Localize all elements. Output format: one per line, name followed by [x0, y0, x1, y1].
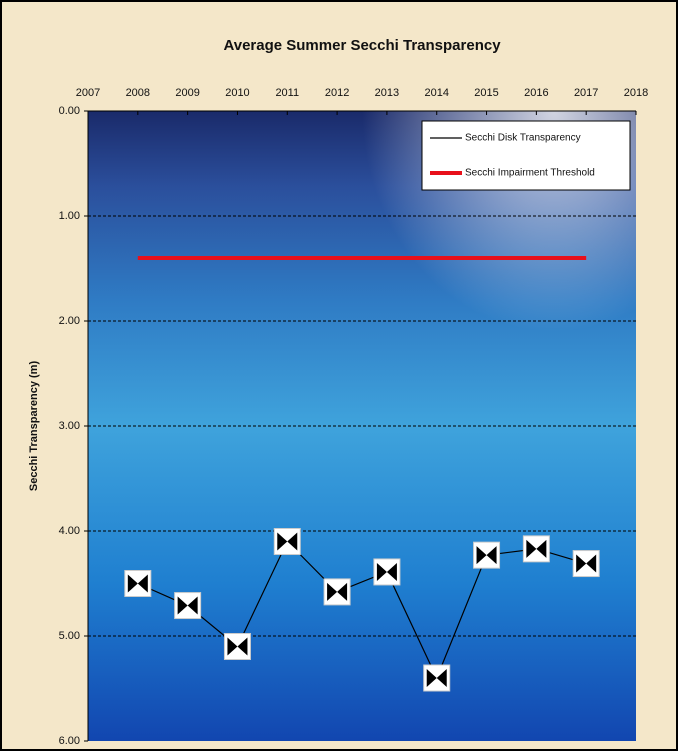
y-tick-label: 6.00 [59, 735, 80, 747]
x-tick-label: 2008 [126, 87, 150, 99]
x-tick-label: 2017 [574, 87, 598, 99]
x-tick-label: 2012 [325, 87, 349, 99]
chart-title: Average Summer Secchi Transparency [223, 37, 501, 54]
y-tick-label: 0.00 [59, 105, 80, 117]
x-tick-label: 2010 [225, 87, 249, 99]
marker [327, 582, 348, 601]
y-tick-label: 2.00 [59, 315, 80, 327]
marker [476, 546, 497, 565]
marker [576, 554, 597, 573]
marker [127, 574, 148, 593]
y-tick-label: 5.00 [59, 630, 80, 642]
x-tick-label: 2011 [275, 87, 299, 99]
y-tick-label: 3.00 [59, 420, 80, 432]
legend-label: Secchi Impairment Threshold [465, 168, 595, 179]
marker [426, 669, 447, 687]
legend-label: Secchi Disk Transparency [465, 133, 581, 144]
marker [277, 532, 298, 551]
x-tick-label: 2016 [524, 87, 548, 99]
x-tick-label: 2018 [624, 87, 648, 99]
x-tick-label: 2009 [175, 87, 199, 99]
x-tick-label: 2015 [474, 87, 498, 99]
data-line [137, 540, 587, 680]
y-axis-label: Secchi Transparency (m) [28, 361, 40, 492]
marker [177, 596, 198, 615]
x-tick-label: 2013 [375, 87, 399, 99]
y-tick-label: 4.00 [59, 525, 80, 537]
x-tick-label: 2007 [76, 87, 100, 99]
y-tick-label: 1.00 [59, 210, 80, 222]
marker [376, 562, 397, 581]
x-tick-label: 2014 [424, 87, 448, 99]
legend-box [421, 120, 631, 191]
marker [526, 539, 547, 558]
marker [227, 637, 248, 656]
